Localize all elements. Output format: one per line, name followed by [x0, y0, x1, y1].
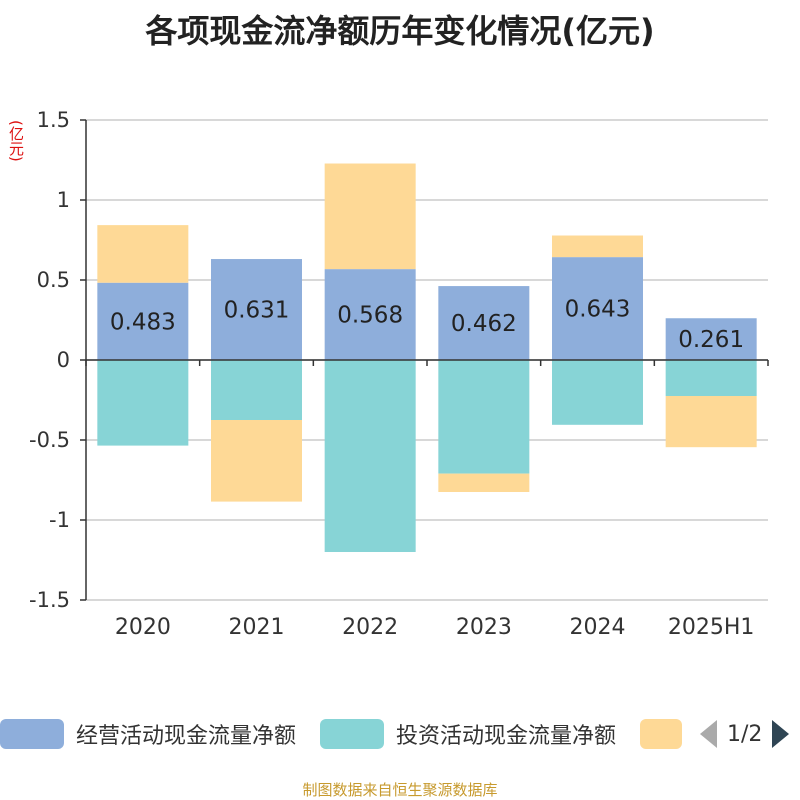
legend-item-third[interactable]	[640, 716, 682, 752]
bar-segment	[665, 360, 757, 396]
bar-segment	[211, 259, 302, 360]
bar-segment	[211, 420, 302, 502]
legend-swatch-third	[640, 719, 682, 749]
prev-page-icon[interactable]	[700, 720, 717, 748]
x-tick-label: 2024	[570, 615, 626, 640]
x-tick-label: 2025H1	[668, 615, 755, 640]
legend-swatch-investing	[320, 719, 384, 749]
legend-page-indicator: 1/2	[727, 721, 763, 747]
y-tick-label: 1.5	[37, 108, 70, 132]
bar-segment	[552, 257, 643, 360]
y-tick-label: -1.5	[29, 588, 70, 612]
x-tick-label: 2022	[342, 615, 398, 640]
bar-segment	[438, 473, 530, 492]
y-tick-label: 1	[57, 188, 70, 212]
chart-title: 各项现金流净额历年变化情况(亿元)	[145, 12, 655, 50]
legend-item-operating[interactable]: 经营活动现金流量净额	[0, 716, 296, 752]
data-label: 0.568	[337, 303, 403, 329]
bar-segment	[665, 318, 757, 360]
data-label: 0.631	[224, 298, 290, 324]
legend-pager: 1/2	[700, 716, 790, 752]
legend-label-operating: 经营活动现金流量净额	[76, 724, 297, 749]
bar-segment	[665, 396, 757, 448]
legend: 经营活动现金流量净额 投资活动现金流量净额	[0, 716, 800, 752]
x-tick-label: 2020	[115, 615, 171, 640]
bar-segment	[438, 286, 530, 360]
next-page-icon[interactable]	[772, 720, 790, 748]
legend-swatch-operating	[0, 719, 64, 749]
data-source-footer: 制图数据来自恒生聚源数据库	[302, 781, 498, 799]
y-tick-label: 0.5	[37, 268, 70, 292]
y-axis-unit: (亿元)	[7, 120, 25, 162]
legend-label-investing: 投资活动现金流量净额	[396, 724, 617, 749]
data-label: 0.483	[110, 309, 176, 335]
bar-segment	[324, 163, 416, 270]
data-label: 0.261	[678, 327, 744, 353]
bar-segment	[324, 360, 416, 552]
bar-segment	[552, 360, 643, 425]
bar-segment	[97, 282, 189, 360]
x-tick-label: 2023	[456, 615, 512, 640]
bar-segment	[438, 360, 530, 474]
bar-segment	[211, 360, 302, 420]
y-tick-label: 0	[57, 348, 70, 372]
y-tick-label: -0.5	[29, 428, 70, 452]
bar-segment	[97, 225, 189, 283]
x-tick-label: 2021	[229, 615, 285, 640]
y-tick-label: -1	[49, 508, 70, 532]
data-label: 0.643	[565, 297, 631, 323]
data-label: 0.462	[451, 311, 517, 337]
bar-segment	[97, 360, 189, 446]
legend-item-investing[interactable]: 投资活动现金流量净额	[320, 716, 616, 752]
bar-segment	[324, 269, 416, 360]
bar-segment	[552, 235, 643, 258]
stacked-bar-chart: 1.5 1 0.5 0 -0.5 -1 -1.5 0.483 0.631 0.568 0.462 0.…	[29, 108, 769, 640]
